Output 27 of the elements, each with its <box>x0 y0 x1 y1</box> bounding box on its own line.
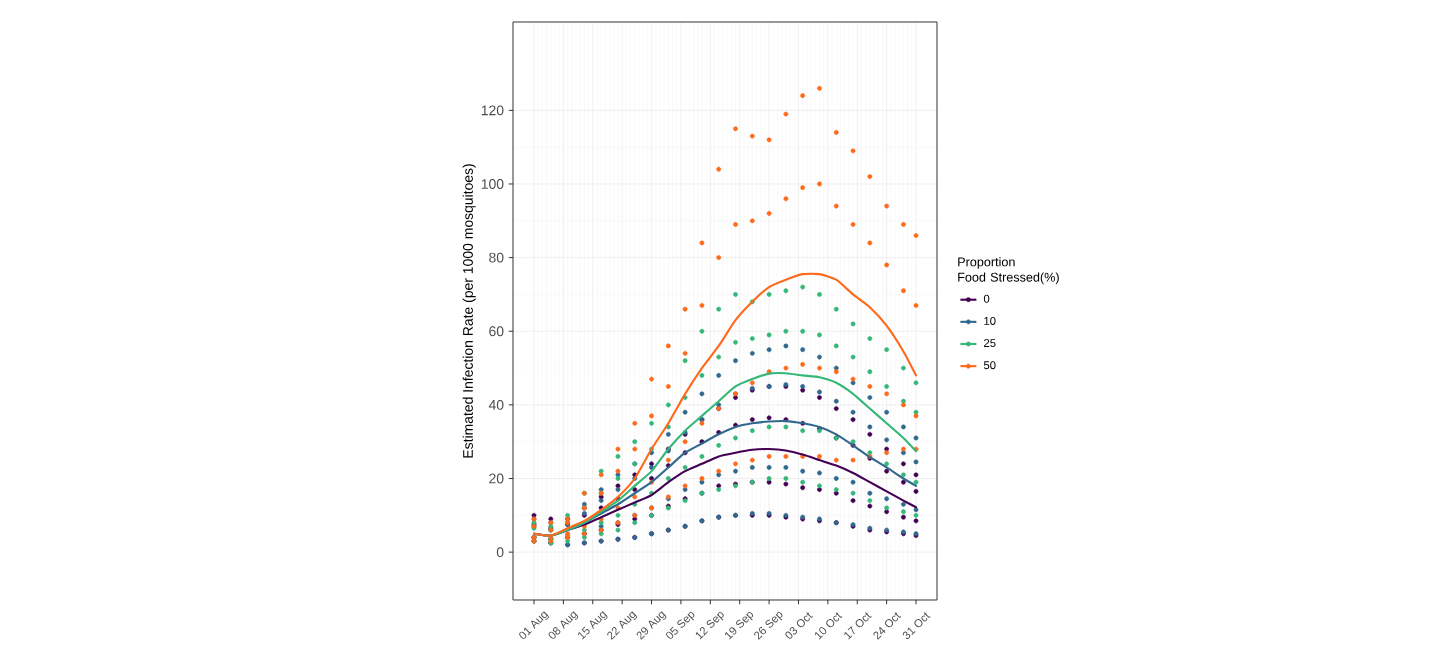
legend-label: 25 <box>984 339 996 348</box>
x-tick-label: 29 Aug <box>636 611 667 640</box>
x-tick-label: 26 Sep <box>754 611 783 640</box>
legend-label: 10 <box>984 316 996 325</box>
x-tick-label: 01 Aug <box>519 611 549 639</box>
legend-title: Proportion Food Stressed(%) <box>958 257 1059 285</box>
y-axis-title: Estimated Infection Rate (per 1000 mosquitoes) <box>462 164 476 458</box>
x-tick-label: 08 Aug <box>548 611 579 639</box>
x-tick-label: 15 Aug <box>578 611 608 640</box>
x-tick-label: 17 Oct <box>844 612 872 640</box>
x-tick-label: 19 Sep <box>725 611 754 640</box>
y-tick-label: 120 <box>481 105 504 116</box>
x-tick-label: 24 Oct <box>873 612 902 640</box>
y-tick-label: 20 <box>489 473 504 484</box>
x-tick-label: 10 Oct <box>815 612 843 640</box>
legend-label: 50 <box>983 361 996 370</box>
y-tick-label: 100 <box>481 179 504 189</box>
y-tick-label: 0 <box>496 547 504 558</box>
x-tick-label: 31 Oct <box>902 612 931 639</box>
x-tick-label: 03 Oct <box>785 612 813 639</box>
x-tick-label: 12 Sep <box>695 611 724 640</box>
y-tick-label: 80 <box>489 252 504 263</box>
x-tick-label: 22 Aug <box>607 611 637 640</box>
x-tick-label: 05 Sep <box>666 611 695 639</box>
legend-label: 0 <box>983 294 990 303</box>
y-tick-label: 40 <box>488 399 504 410</box>
y-tick-label: 60 <box>489 326 504 337</box>
